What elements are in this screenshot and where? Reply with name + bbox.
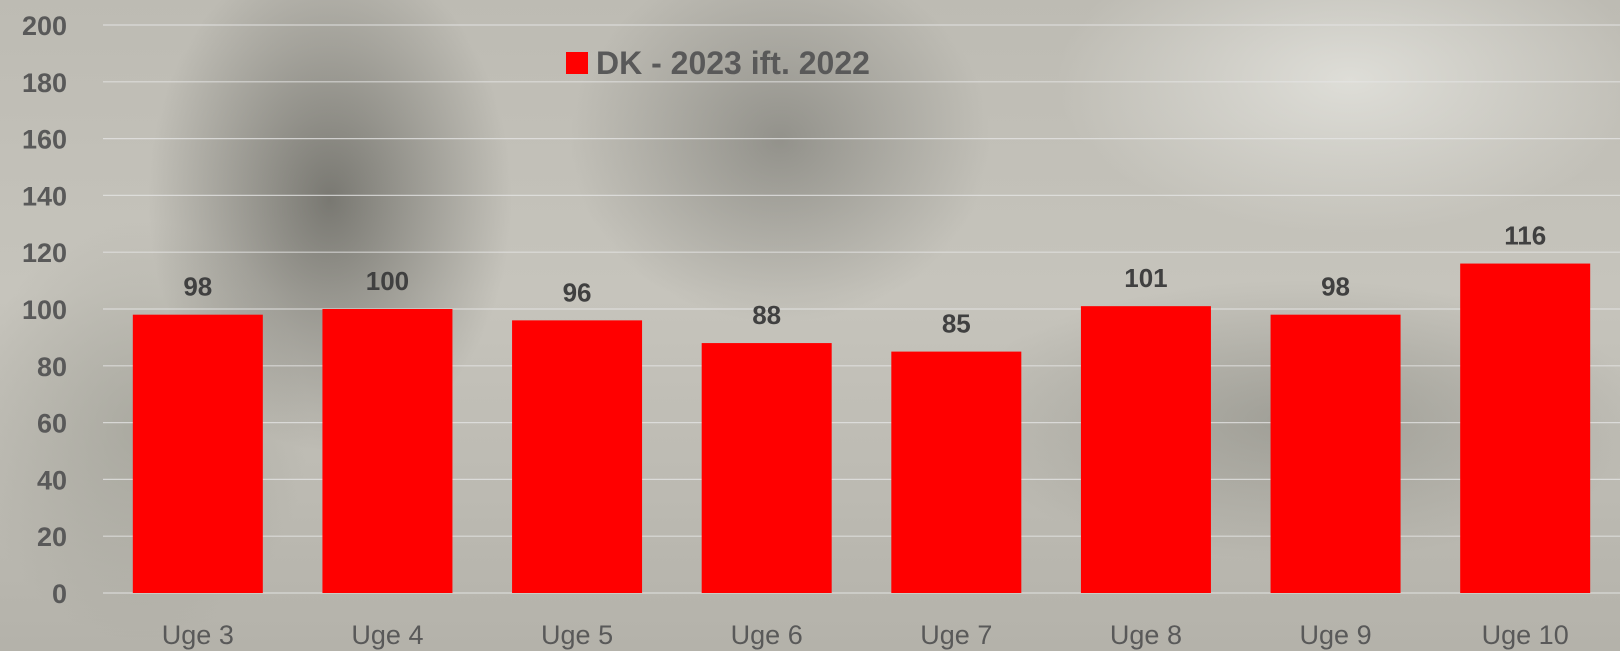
legend-label: DK - 2023 ift. 2022 xyxy=(596,45,870,81)
x-tick-label: Uge 3 xyxy=(162,620,234,650)
x-tick-label: Uge 7 xyxy=(920,620,992,650)
y-tick-label: 40 xyxy=(37,465,67,495)
x-axis: Uge 3 Uge 4 Uge 5 Uge 6 Uge 7 Uge 8 Uge 9 Uge 1… xyxy=(162,620,1569,650)
bar xyxy=(322,309,453,593)
bar xyxy=(1270,314,1401,593)
bar xyxy=(512,320,643,593)
data-label: 85 xyxy=(942,309,971,339)
y-tick-label: 160 xyxy=(22,125,67,155)
y-tick-label: 20 xyxy=(37,522,67,552)
y-tick-label: 0 xyxy=(52,579,67,609)
bar xyxy=(132,314,263,593)
bar xyxy=(1080,306,1211,593)
x-tick-label: Uge 10 xyxy=(1482,620,1569,650)
data-labels: 98 100 96 88 85 101 98 116 xyxy=(183,221,1546,339)
data-label: 98 xyxy=(183,272,212,302)
y-tick-label: 60 xyxy=(37,409,67,439)
y-tick-label: 140 xyxy=(22,181,67,211)
legend-swatch xyxy=(566,52,588,74)
data-label: 96 xyxy=(563,277,592,307)
bar xyxy=(1460,263,1591,593)
y-tick-label: 120 xyxy=(22,238,67,268)
data-label: 116 xyxy=(1504,221,1546,251)
y-tick-label: 100 xyxy=(22,295,67,325)
legend: DK - 2023 ift. 2022 xyxy=(566,45,870,81)
x-tick-label: Uge 9 xyxy=(1300,620,1372,650)
data-label: 101 xyxy=(1124,263,1167,293)
data-label: 88 xyxy=(752,300,781,330)
data-label: 98 xyxy=(1321,272,1350,302)
y-tick-label: 80 xyxy=(37,352,67,382)
x-tick-label: Uge 4 xyxy=(351,620,423,650)
bar xyxy=(701,343,832,593)
y-tick-label: 200 xyxy=(22,11,67,41)
x-tick-label: Uge 5 xyxy=(541,620,613,650)
y-axis: 0 20 40 60 80 100 120 140 160 180 200 xyxy=(22,11,67,609)
x-tick-label: Uge 6 xyxy=(731,620,803,650)
bars xyxy=(132,263,1591,593)
data-label: 100 xyxy=(366,266,409,296)
bar xyxy=(891,351,1022,593)
x-tick-label: Uge 8 xyxy=(1110,620,1182,650)
y-tick-label: 180 xyxy=(22,68,67,98)
